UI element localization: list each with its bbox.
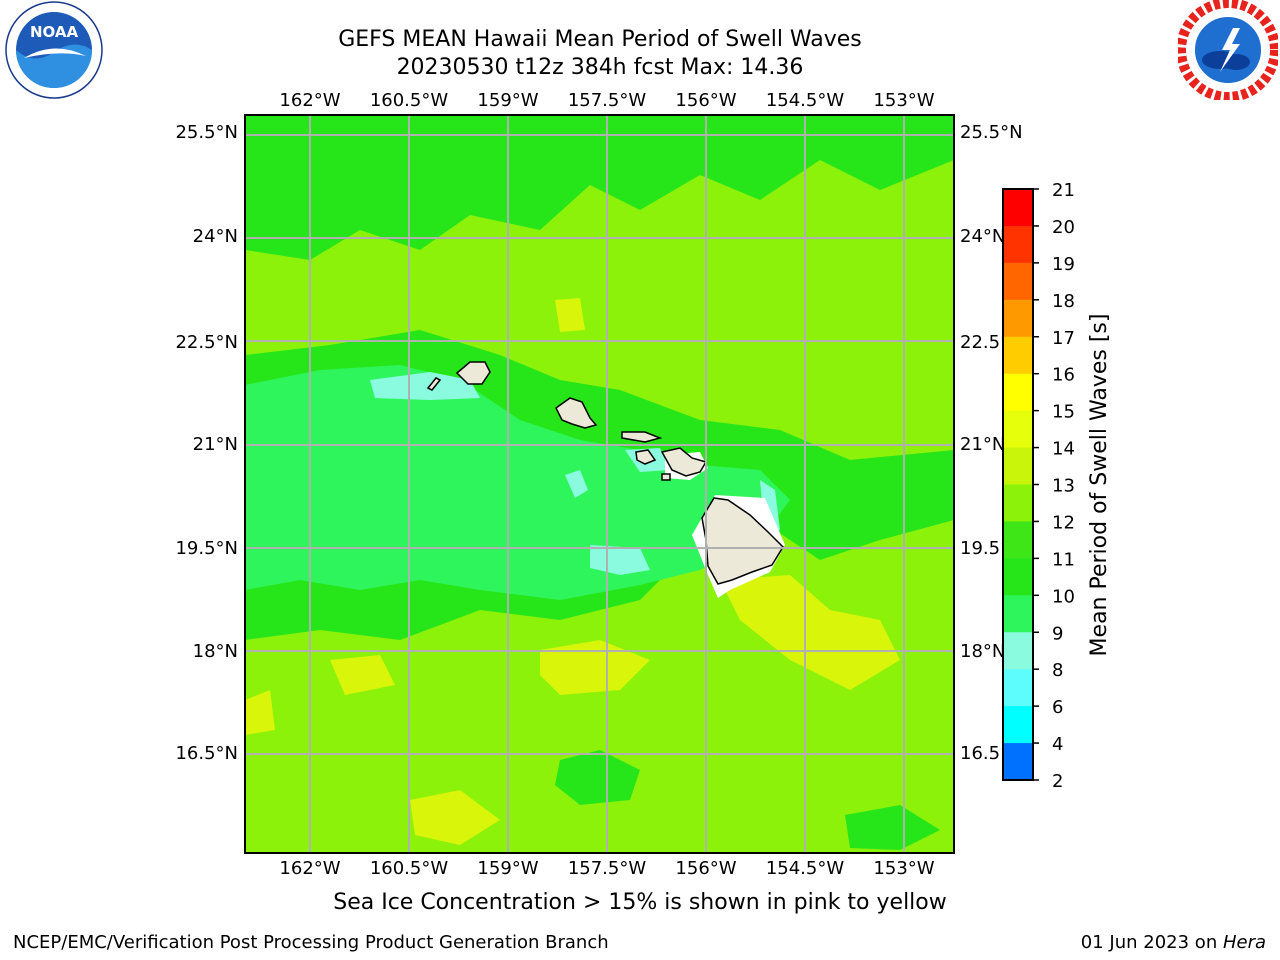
region-mint-band	[245, 365, 790, 600]
colorbar: 21 20 19 18 17 16 15 14 13 12 11 10 9 8 6 4 2	[1002, 180, 1075, 792]
colorbar-tick-label: 21	[1052, 180, 1075, 201]
colorbar-tick-label: 6	[1052, 697, 1063, 718]
colorbar-tick-label: 9	[1052, 623, 1063, 644]
lon-label: 153°W	[873, 90, 934, 111]
lat-label: 16.5°N	[175, 743, 238, 764]
colorbar-swatch	[1003, 225, 1033, 264]
colorbar-swatch	[1003, 373, 1033, 412]
region-yellow-3	[410, 790, 500, 845]
colorbar-swatch	[1003, 632, 1033, 670]
noaa-logo-text: NOAA	[30, 23, 79, 41]
island-lanai	[635, 449, 657, 465]
credit-right: 01 Jun 2023 on Hera	[1081, 932, 1266, 953]
lon-label: 156°W	[675, 858, 736, 879]
lon-label: 159°W	[477, 858, 538, 879]
colorbar-swatch	[1003, 706, 1033, 744]
lat-label: 25.5°N	[175, 122, 238, 143]
colorbar-swatch	[1003, 336, 1033, 375]
colorbar-tick-label: 2	[1052, 771, 1063, 792]
region-aqua-2	[565, 470, 588, 498]
lon-label: 162°W	[279, 858, 340, 879]
lat-label: 24°N	[193, 226, 238, 247]
colorbar-swatch	[1003, 262, 1033, 301]
island-molokai	[621, 431, 663, 443]
lon-labels-top: 162°W 160.5°W 159°W 157.5°W 156°W 154.5°…	[279, 90, 934, 111]
lat-label: 21°N	[960, 434, 1005, 455]
credit-left: NCEP/EMC/Verification Post Processing Pr…	[13, 932, 609, 953]
region-yellow-4	[245, 690, 275, 735]
lat-label: 22.5°N	[175, 332, 238, 353]
chart-title: GEFS MEAN Hawaii Mean Period of Swell Wa…	[338, 27, 862, 52]
region-yellow-5	[555, 298, 585, 332]
lon-label: 154.5°W	[766, 858, 845, 879]
island-kauai	[455, 361, 491, 385]
lon-label: 157.5°W	[568, 90, 647, 111]
lat-label: 21°N	[193, 434, 238, 455]
colorbar-tick-label: 17	[1052, 328, 1075, 349]
colorbar-tick-label: 19	[1052, 254, 1075, 275]
lon-label: 160.5°W	[370, 858, 449, 879]
map-frame	[244, 114, 955, 854]
noaa-logo: NOAA	[5, 1, 103, 99]
colorbar-tick-label: 14	[1052, 439, 1075, 460]
region-green-north	[245, 115, 954, 260]
colorbar-swatch	[1003, 410, 1033, 449]
hawaiian-islands	[426, 361, 784, 585]
colorbar-swatch	[1003, 447, 1033, 485]
region-yellow-1	[720, 575, 900, 690]
colorbar-tick-label: 4	[1052, 734, 1063, 755]
lat-label: 25.5°N	[960, 122, 1023, 143]
sea-ice-caption: Sea Ice Concentration > 15% is shown in …	[333, 890, 947, 915]
colorbar-swatch	[1003, 743, 1033, 781]
colorbar-label: Mean Period of Swell Waves [s]	[1087, 314, 1112, 657]
graticule	[245, 115, 954, 853]
lat-label: 19.5°N	[175, 538, 238, 559]
colorbar-swatch	[1003, 189, 1033, 227]
lon-label: 156°W	[675, 90, 736, 111]
colorbar-tick-label: 18	[1052, 291, 1075, 312]
credit-date: 01 Jun 2023 on	[1080, 932, 1223, 953]
lat-label: 24°N	[960, 226, 1005, 247]
colorbar-tick-label: 20	[1052, 217, 1075, 238]
lat-label: 18°N	[960, 641, 1005, 662]
colorbar-tick-label: 15	[1052, 402, 1075, 423]
region-aqua-1	[370, 372, 480, 400]
region-green-patch-1	[555, 750, 640, 805]
lon-label: 160.5°W	[370, 90, 449, 111]
region-green-patch-2	[845, 805, 940, 850]
lon-label: 154.5°W	[766, 90, 845, 111]
colorbar-tick-label: 16	[1052, 365, 1075, 386]
region-aqua-3	[590, 545, 650, 575]
colorbar-swatch	[1003, 299, 1033, 338]
colorbar-swatch	[1003, 558, 1033, 596]
island-oahu	[555, 397, 598, 429]
lon-labels-bottom: 162°W 160.5°W 159°W 157.5°W 156°W 154.5°…	[279, 858, 934, 879]
lat-labels-right: 25.5°N 24°N 22.5°N 21°N 19.5°N 18°N 16.5…	[960, 122, 1023, 764]
lon-label: 162°W	[279, 90, 340, 111]
lat-label: 18°N	[193, 641, 238, 662]
chart-subtitle: 20230530 t12z 384h fcst Max: 14.36	[396, 55, 804, 80]
island-niihau	[426, 377, 442, 391]
island-kahoolawe	[661, 473, 671, 481]
island-maui	[660, 447, 708, 477]
colorbar-tick-label: 13	[1052, 476, 1075, 497]
region-yellow-6	[330, 655, 395, 695]
colorbar-swatch	[1003, 484, 1033, 522]
colorbar-swatch	[1003, 595, 1033, 633]
colorbar-tick-label: 11	[1052, 549, 1075, 570]
region-yellow-2	[540, 640, 650, 695]
lon-label: 157.5°W	[568, 858, 647, 879]
lon-label: 153°W	[873, 858, 934, 879]
nws-logo	[1178, 0, 1278, 100]
lon-label: 159°W	[477, 90, 538, 111]
lat-labels-left: 25.5°N 24°N 22.5°N 21°N 19.5°N 18°N 16.5…	[175, 122, 238, 764]
credit-host: Hera	[1222, 932, 1266, 953]
colorbar-swatch	[1003, 521, 1033, 559]
colorbar-tick-label: 8	[1052, 660, 1063, 681]
colorbar-tick-label: 12	[1052, 512, 1075, 533]
colorbar-swatch	[1003, 669, 1033, 707]
swell-period-field	[245, 115, 954, 853]
colorbar-tick-label: 10	[1052, 586, 1075, 607]
